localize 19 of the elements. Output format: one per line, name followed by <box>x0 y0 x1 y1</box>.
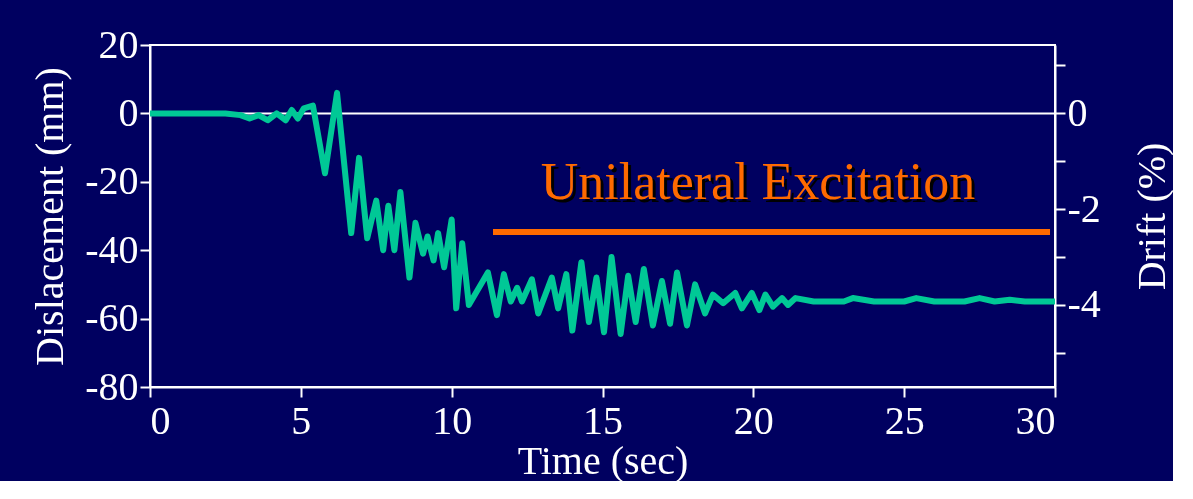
y-tick-label: -40 <box>85 226 139 272</box>
x-tick-label: 10 <box>432 397 473 443</box>
x-tick-label: 30 <box>1015 397 1056 443</box>
y2-tick-label: -2 <box>1067 185 1101 231</box>
y-axis-title: Dislacement (mm) <box>27 67 73 366</box>
y-tick-label: -80 <box>85 363 139 409</box>
y-tick-label: -20 <box>85 158 139 204</box>
y-tick-label: 0 <box>118 89 139 135</box>
annotation: Unilateral Excitation <box>543 156 979 213</box>
x-tick-label: 0 <box>150 397 171 443</box>
x-tick-label: 20 <box>733 397 774 443</box>
x-tick-label: 5 <box>291 397 312 443</box>
y2-axis-title: Drift (%) <box>1128 142 1174 291</box>
y-tick-label: 20 <box>98 21 139 67</box>
y2-tick-label: -4 <box>1067 281 1101 327</box>
y-tick-label: -60 <box>85 295 139 341</box>
x-tick-label: 15 <box>583 397 623 443</box>
y2-tick-label: 0 <box>1067 89 1088 135</box>
x-tick-label: 25 <box>884 397 925 443</box>
